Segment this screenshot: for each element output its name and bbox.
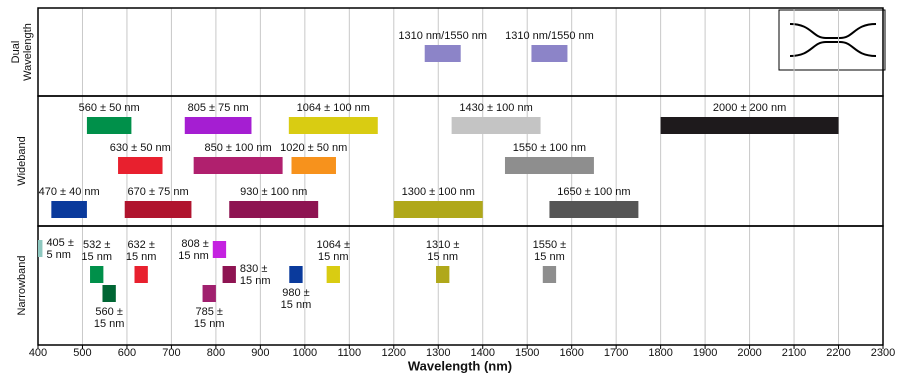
bar-label: 1310 ±: [426, 239, 460, 251]
bar-label: 1300 ± 100 nm: [402, 186, 475, 198]
band-bar: [531, 45, 568, 62]
bar-label: 632 ±: [127, 239, 154, 251]
band-bar: [542, 266, 557, 283]
bar-label: 1310 nm/1550 nm: [398, 30, 487, 42]
x-tick-label: 1200: [382, 347, 406, 359]
bar-label: 405 ±: [46, 237, 73, 249]
plot: 400 500 600 700 800 900 1000 1100 1200 1300 1400 15…: [10, 7, 895, 359]
band-bar: [51, 201, 87, 218]
bar-label: 1064 ± 100 nm: [297, 102, 370, 114]
band-bar: [326, 266, 340, 283]
x-tick-label: 1800: [648, 347, 672, 359]
bar-label: 830 ±: [240, 263, 267, 275]
x-tick-label: 1900: [693, 347, 717, 359]
x-tick-label: 600: [118, 347, 136, 359]
bar-label: 1064 ±: [317, 239, 351, 251]
band-bar: [288, 117, 378, 134]
bar-label: 930 ± 100 nm: [240, 186, 307, 198]
bar-label: 850 ± 100 nm: [205, 142, 272, 154]
panel-frame: [37, 225, 884, 346]
panel-name: Dual: [10, 41, 22, 64]
band-bar: [90, 266, 104, 283]
bar-label: 15 nm: [194, 318, 225, 330]
bar-label: 560 ± 50 nm: [79, 102, 140, 114]
band-bar: [124, 201, 192, 218]
bar-label: 805 ± 75 nm: [188, 102, 249, 114]
bar-label: 1550 ±: [533, 239, 567, 251]
band-bar: [38, 240, 43, 257]
panel-name: Wavelength: [22, 23, 34, 81]
x-tick-label: 2200: [826, 347, 850, 359]
bar-label: 1430 ± 100 nm: [459, 102, 532, 114]
x-tick-label: 1700: [604, 347, 628, 359]
band-bar: [102, 285, 116, 302]
band-bar: [451, 117, 541, 134]
panel-name: Narrowband: [16, 256, 28, 316]
bar-label: 15 nm: [281, 299, 312, 311]
bar-label: 630 ± 50 nm: [110, 142, 171, 154]
x-tick-label: 400: [29, 347, 47, 359]
band-bar: [289, 266, 303, 283]
x-tick-label: 1100: [337, 347, 361, 359]
bar-label: 808 ±: [181, 238, 208, 250]
band-bar: [202, 285, 216, 302]
bar-label: 15 nm: [318, 251, 349, 263]
band-bar: [660, 117, 839, 134]
x-axis-title: Wavelength (nm): [408, 358, 512, 373]
band-bar: [436, 266, 450, 283]
band-bar: [424, 45, 461, 62]
band-bar: [134, 266, 148, 283]
bar-label: 1650 ± 100 nm: [557, 186, 630, 198]
x-tick-label: 900: [251, 347, 269, 359]
x-tick-label: 2300: [871, 347, 895, 359]
inset-diagram: [778, 9, 886, 71]
bar-label: 15 nm: [427, 251, 458, 263]
bar-label: 15 nm: [240, 275, 271, 287]
x-tick-label: 500: [73, 347, 91, 359]
band-bar: [118, 157, 163, 174]
bar-label: 2000 ± 200 nm: [713, 102, 786, 114]
band-bar: [229, 201, 319, 218]
x-tick-label: 1000: [293, 347, 317, 359]
x-tick-label: 700: [162, 347, 180, 359]
x-tick-label: 800: [207, 347, 225, 359]
bar-label: 15 nm: [94, 318, 125, 330]
x-tick-label: 2100: [782, 347, 806, 359]
panel-name: Wideband: [16, 136, 28, 186]
x-tick-label: 2000: [737, 347, 761, 359]
x-tick-label: 1500: [515, 347, 539, 359]
bar-label: 532 ±: [83, 239, 110, 251]
band-bar: [184, 117, 252, 134]
band-bar: [86, 117, 132, 134]
band-bar: [291, 157, 336, 174]
bar-label: 785 ±: [195, 306, 222, 318]
bar-label: 1020 ± 50 nm: [280, 142, 347, 154]
x-tick-label: 1300: [426, 347, 450, 359]
bar-label: 5 nm: [46, 249, 70, 261]
bar-label: 15 nm: [81, 251, 112, 263]
bar-label: 560 ±: [95, 306, 122, 318]
band-bar: [393, 201, 483, 218]
x-tick-label: 1400: [470, 347, 494, 359]
x-tick-label: 1600: [559, 347, 583, 359]
band-bar: [222, 266, 236, 283]
bar-label: 980 ±: [282, 287, 309, 299]
bar-label: 15 nm: [126, 251, 157, 263]
band-bar: [549, 201, 639, 218]
bar-label: 1550 ± 100 nm: [513, 142, 586, 154]
bar-label: 670 ± 75 nm: [128, 186, 189, 198]
bar-label: 1310 nm/1550 nm: [505, 30, 594, 42]
bar-label: 15 nm: [178, 250, 209, 262]
bar-label: 470 ± 40 nm: [39, 186, 100, 198]
band-bar: [212, 241, 227, 258]
bar-label: 15 nm: [534, 251, 565, 263]
band-bar: [193, 157, 283, 174]
band-bar: [504, 157, 594, 174]
